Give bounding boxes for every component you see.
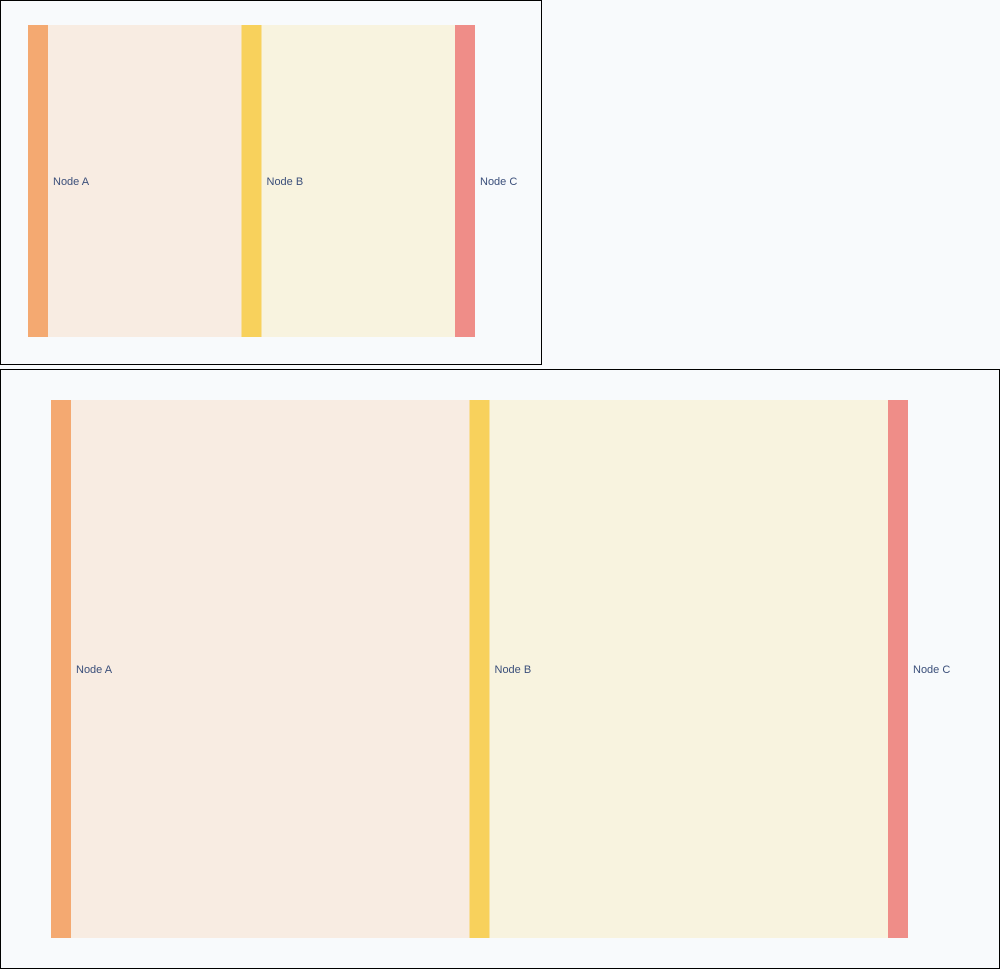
- node-b-bar-small: [241, 25, 262, 337]
- link-node-b-to-node-c-large: [489, 400, 888, 938]
- node-a-bar-large: [51, 400, 71, 938]
- link-node-b-to-node-c-small: [261, 25, 455, 337]
- node-a-label-large: Node A: [76, 664, 113, 676]
- node-c-bar-small: [455, 25, 475, 337]
- sankey-panel-large: Node A Node B Node C: [0, 369, 1000, 969]
- node-c-bar-large: [888, 400, 908, 938]
- sankey-diagram-large: Node A Node B Node C: [51, 400, 950, 938]
- node-a-label-small: Node A: [53, 176, 90, 188]
- node-b-bar-large: [469, 400, 490, 938]
- node-a-bar-small: [28, 25, 48, 337]
- node-b-label-large: Node B: [495, 664, 532, 676]
- sankey-diagram-small: Node A Node B Node C: [28, 25, 517, 337]
- link-node-a-to-node-b-large: [71, 400, 470, 938]
- node-c-label-large: Node C: [913, 664, 950, 676]
- node-b-label-small: Node B: [267, 176, 304, 188]
- link-node-a-to-node-b-small: [48, 25, 242, 337]
- sankey-panel-small: Node A Node B Node C: [0, 0, 542, 365]
- node-c-label-small: Node C: [480, 176, 517, 188]
